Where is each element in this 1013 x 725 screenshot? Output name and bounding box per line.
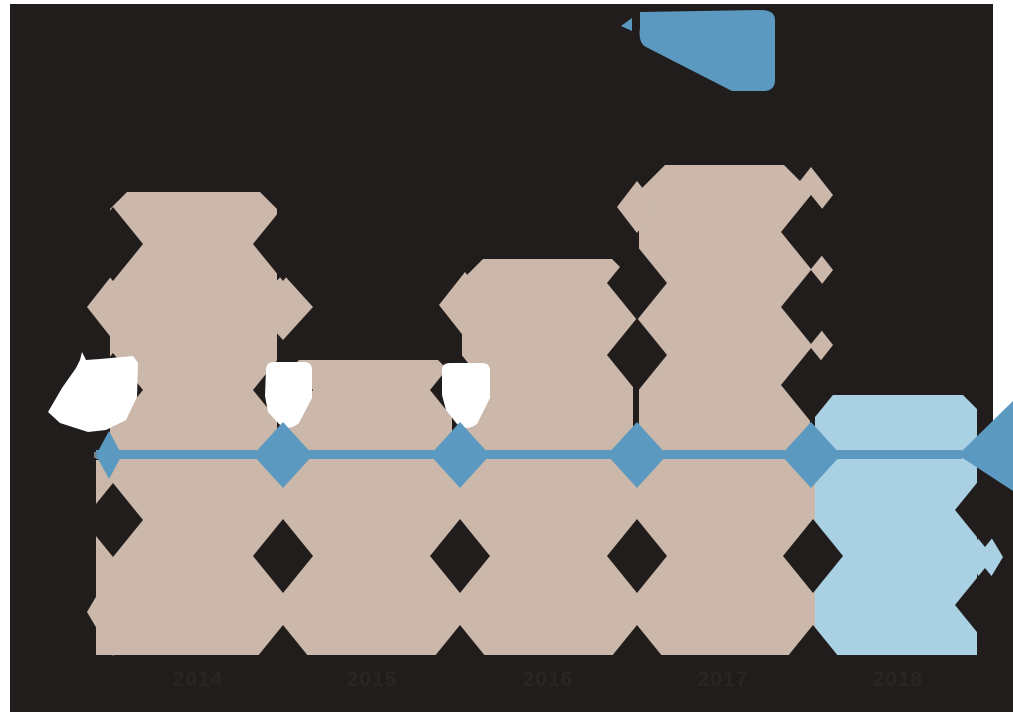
x-axis-label: 2018 [872,668,924,691]
white-marker [265,362,312,428]
lattice-hole [607,246,667,320]
lattice-hole [781,195,841,269]
lattice-hole [607,519,667,593]
reference-line [96,450,962,459]
lattice-hole [783,625,843,699]
flag-logo-speck-icon [621,18,632,31]
lattice-hole [83,207,143,281]
line-marker-diamond [607,422,667,488]
lattice-hole [253,625,313,699]
bar-2017 [639,165,810,655]
lattice-hole [253,207,313,281]
lattice-hole [781,270,841,344]
line-marker-diamond [430,422,490,488]
lattice-diamond [87,568,139,656]
lattice-hole [83,483,143,557]
lattice-hole [783,519,843,593]
bar-2018 [815,395,977,655]
lattice-hole [781,348,841,422]
lattice-diamond [617,181,657,233]
line-marker-diamond [253,422,313,488]
lattice-diamond-highlight [967,527,1003,587]
x-axis-label: 2017 [697,668,749,691]
lattice-hole [253,519,313,593]
flag-logo-icon [639,10,775,91]
lattice-hole [607,318,667,392]
x-axis-label: 2016 [522,668,574,691]
line-marker-diamond [781,422,841,488]
lattice-hole [430,625,490,699]
x-axis-label: 2015 [346,668,398,691]
lattice-diamond [253,274,313,340]
white-marker [442,363,490,428]
bar-2015 [285,360,452,655]
lattice-hole [430,519,490,593]
lattice-diamond [87,274,139,340]
x-axis-label: 2014 [172,668,224,691]
lattice-hole [955,473,1013,547]
white-highlight-blob [48,352,138,432]
bar-2014 [110,192,277,655]
lattice-hole [955,568,1013,642]
lattice-hole [607,625,667,699]
lattice-diamond [789,317,833,373]
lattice-diamond [439,272,491,338]
line-marker-diamond-right [958,401,1013,491]
line-marker-diamond [96,431,122,479]
